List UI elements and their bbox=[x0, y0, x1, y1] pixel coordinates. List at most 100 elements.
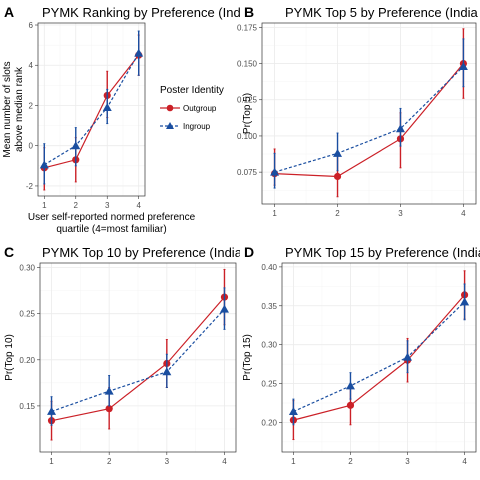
y-tick-label: 0.30 bbox=[19, 264, 35, 273]
legend-outgroup-label: Outgroup bbox=[183, 104, 217, 113]
x-tick-label: 3 bbox=[405, 457, 410, 466]
panel-letter: C bbox=[4, 244, 14, 260]
series-line bbox=[43, 52, 140, 166]
legend-title: Poster Identity bbox=[160, 85, 224, 96]
legend-item-outgroup: Outgroup bbox=[160, 104, 217, 113]
data-point-triangle bbox=[270, 167, 280, 176]
y-tick-label: 0.25 bbox=[19, 310, 35, 319]
series-line bbox=[51, 308, 225, 413]
series-line bbox=[51, 296, 225, 422]
x-tick-label: 1 bbox=[272, 209, 277, 218]
panel-letter: B bbox=[244, 4, 254, 20]
y-axis-title-line: Pr(Top 5) bbox=[242, 93, 253, 134]
data-point-triangle bbox=[395, 124, 405, 133]
data-point-circle bbox=[333, 172, 342, 181]
y-axis-title-line: Pr(Top 15) bbox=[242, 334, 253, 381]
panels-layer: A PYMK Ranking by Preference (Ind -2 0 2 4 6 1 2… bbox=[2, 4, 480, 466]
panel-c: C PYMK Top 10 by Preference (India 0.15 0.2… bbox=[4, 244, 243, 466]
panel-letter: A bbox=[4, 4, 14, 20]
y-tick-label: 0.20 bbox=[19, 356, 35, 365]
y-tick-label: 0.35 bbox=[261, 302, 277, 311]
series-ingroup bbox=[288, 283, 470, 426]
x-tick-label: 1 bbox=[291, 457, 296, 466]
y-axis-title: Mean number of slotsabove median rank bbox=[2, 61, 25, 157]
y-tick-label: 0.40 bbox=[261, 263, 277, 272]
panel-frame bbox=[37, 22, 146, 197]
x-tick-label: 2 bbox=[74, 201, 79, 210]
x-tick-label: 1 bbox=[42, 201, 47, 210]
y-tick-label: 0.125 bbox=[237, 96, 258, 105]
data-point-triangle bbox=[162, 367, 172, 376]
legend-ingroup-label: Ingroup bbox=[183, 122, 211, 131]
y-tick-label: 6 bbox=[29, 21, 34, 30]
series-line bbox=[274, 63, 464, 178]
y-tick-label: 0.175 bbox=[237, 23, 258, 32]
x-tick-label: 3 bbox=[105, 201, 110, 210]
y-axis-title: Pr(Top 10) bbox=[4, 334, 15, 381]
panel-b: B PYMK Top 5 by Preference (India 0.075 0.1… bbox=[237, 4, 478, 218]
data-point-triangle bbox=[134, 48, 144, 57]
data-point-triangle bbox=[460, 297, 470, 306]
panel-title: PYMK Top 15 by Preference (India bbox=[285, 245, 480, 260]
legend-ingroup-triangle-marker bbox=[166, 122, 174, 129]
y-tick-label: 0.25 bbox=[261, 380, 277, 389]
y-axis-title-line: above median rank bbox=[14, 66, 25, 152]
x-tick-label: 3 bbox=[398, 209, 403, 218]
data-point-triangle bbox=[71, 141, 81, 150]
legend: Poster Identity Outgroup Ingroup bbox=[160, 85, 224, 131]
panel-title: PYMK Top 5 by Preference (India bbox=[285, 5, 478, 20]
series-line bbox=[274, 66, 464, 173]
x-tick-label: 2 bbox=[335, 209, 340, 218]
panel-frame bbox=[39, 262, 237, 453]
series-ingroup bbox=[39, 30, 144, 185]
y-tick-label: 0.075 bbox=[237, 168, 258, 177]
panel-frame bbox=[281, 262, 477, 453]
y-tick-label: 0.100 bbox=[237, 132, 258, 141]
data-point-triangle bbox=[102, 102, 112, 111]
x-tick-label: 4 bbox=[222, 457, 227, 466]
x-tick-label: 4 bbox=[136, 201, 141, 210]
series-ingroup bbox=[270, 38, 468, 189]
y-tick-label: 0 bbox=[29, 142, 34, 151]
y-tick-label: 2 bbox=[29, 101, 34, 110]
series-line bbox=[293, 301, 466, 413]
x-tick-label: 2 bbox=[348, 457, 353, 466]
x-tick-label: 4 bbox=[462, 457, 467, 466]
legend-item-ingroup: Ingroup bbox=[160, 122, 211, 131]
panel-letter: D bbox=[244, 244, 254, 260]
data-point-circle bbox=[346, 401, 355, 409]
series-line bbox=[293, 294, 466, 421]
x-tick-label: 3 bbox=[165, 457, 170, 466]
series-ingroup bbox=[47, 287, 229, 426]
panel-a: A PYMK Ranking by Preference (Ind -2 0 2 4 6 1 2… bbox=[2, 4, 241, 235]
x-axis-title-line: quartile (4=most familiar) bbox=[56, 224, 166, 235]
x-tick-label: 4 bbox=[461, 209, 466, 218]
y-tick-label: 0.30 bbox=[261, 341, 277, 350]
y-tick-label: -2 bbox=[26, 182, 34, 191]
y-axis-title: Pr(Top 15) bbox=[242, 334, 253, 381]
data-point-triangle bbox=[104, 386, 114, 395]
data-point-triangle bbox=[403, 352, 413, 361]
y-tick-label: 0.20 bbox=[261, 418, 277, 427]
panel-frame bbox=[261, 22, 477, 205]
y-axis-title: Pr(Top 5) bbox=[242, 93, 253, 134]
panel-d: D PYMK Top 15 by Preference (India 0.20 0.2… bbox=[242, 244, 480, 466]
x-tick-label: 1 bbox=[49, 457, 54, 466]
data-point-circle bbox=[105, 405, 113, 413]
panel-title: PYMK Ranking by Preference (Ind bbox=[42, 5, 241, 20]
data-point-triangle bbox=[47, 406, 57, 415]
y-tick-label: 0.15 bbox=[19, 402, 35, 411]
data-point-triangle bbox=[288, 407, 298, 416]
data-point-triangle bbox=[345, 381, 355, 390]
y-tick-label: 4 bbox=[29, 61, 34, 70]
x-tick-label: 2 bbox=[107, 457, 112, 466]
data-point-triangle bbox=[458, 61, 468, 70]
data-point-triangle bbox=[39, 160, 49, 169]
y-tick-label: 0.150 bbox=[237, 60, 258, 69]
series-line bbox=[44, 54, 140, 169]
x-axis-title-line: User self-reported normed preference bbox=[28, 212, 196, 223]
panel-title: PYMK Top 10 by Preference (India bbox=[42, 245, 243, 260]
legend-outgroup-circle-marker bbox=[166, 104, 174, 112]
y-axis-title-line: Mean number of slots bbox=[2, 61, 13, 157]
